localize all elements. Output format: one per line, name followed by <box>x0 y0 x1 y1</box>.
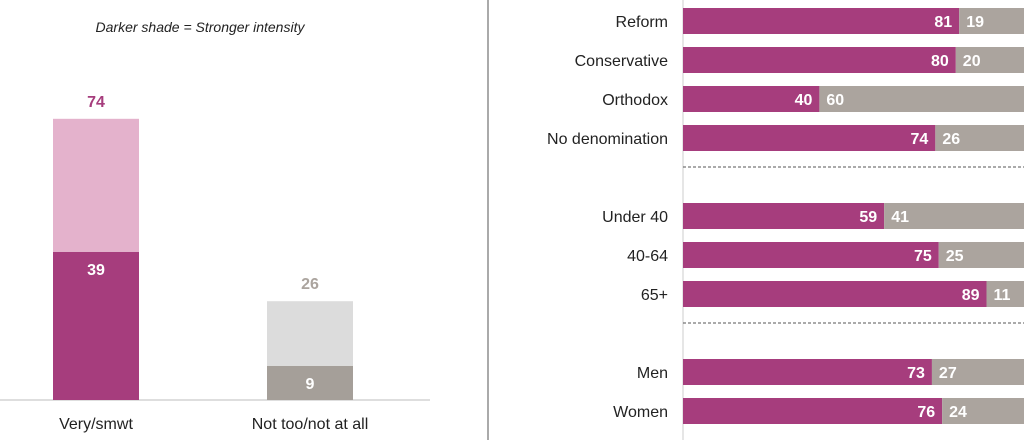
bar-no-5 <box>938 242 1024 268</box>
bar-strong-label-1: 9 <box>306 376 315 393</box>
category-label-0: Very/smwt <box>59 416 133 433</box>
bar-yes-5 <box>683 242 939 268</box>
bar-yes-label-8: 76 <box>917 404 935 421</box>
bar-yes-1 <box>683 47 956 73</box>
bar-no-label-3: 26 <box>942 131 960 148</box>
row-label-5: 40-64 <box>627 248 668 265</box>
bar-no-label-7: 27 <box>939 365 957 382</box>
bar-yes-7 <box>683 359 932 385</box>
bar-yes-label-3: 74 <box>911 131 929 148</box>
bar-no-4 <box>884 203 1024 229</box>
bar-no-1 <box>955 47 1024 73</box>
bar-yes-8 <box>683 398 943 424</box>
bar-yes-0 <box>683 8 960 34</box>
bar-yes-label-4: 59 <box>859 209 877 226</box>
bar-total-label-1: 26 <box>301 276 319 293</box>
row-label-4: Under 40 <box>602 209 668 226</box>
bar-yes-2 <box>683 86 820 112</box>
bar-no-6 <box>986 281 1024 307</box>
bar-total-label-0: 74 <box>87 94 105 111</box>
row-label-0: Reform <box>616 14 668 31</box>
bar-strong-0 <box>53 251 139 400</box>
bar-strong-label-0: 39 <box>87 262 105 279</box>
bar-yes-label-7: 73 <box>907 365 925 382</box>
bar-yes-label-1: 80 <box>931 53 949 70</box>
bar-yes-3 <box>683 125 936 151</box>
bar-light-0 <box>53 118 139 252</box>
bar-no-label-5: 25 <box>946 248 964 265</box>
category-label-1: Not too/not at all <box>252 416 369 433</box>
intensity-annotation: Darker shade = Stronger intensity <box>96 19 306 35</box>
bar-strong-1 <box>267 365 353 400</box>
bar-light-1 <box>267 301 353 366</box>
bar-no-label-6: 11 <box>993 287 1010 304</box>
bar-yes-label-0: 81 <box>934 14 952 31</box>
bar-yes-4 <box>683 203 885 229</box>
bar-no-0 <box>959 8 1024 34</box>
bar-yes-label-2: 40 <box>795 92 813 109</box>
right-chart: Reform 81 19 Conservative 80 20 Orthodox 40 60 No… <box>547 8 1024 424</box>
bar-yes-label-5: 75 <box>914 248 932 265</box>
row-label-1: Conservative <box>575 53 668 70</box>
bar-no-label-4: 41 <box>891 209 909 226</box>
bar-no-3 <box>935 125 1024 151</box>
bar-no-8 <box>942 398 1024 424</box>
row-label-3: No denomination <box>547 131 668 148</box>
bar-no-label-1: 20 <box>963 53 981 70</box>
row-label-7: Men <box>637 365 668 382</box>
bar-no-2 <box>819 86 1024 112</box>
row-label-6: 65+ <box>641 287 668 304</box>
bar-no-7 <box>931 359 1024 385</box>
bar-no-label-0: 19 <box>966 14 984 31</box>
bar-no-label-2: 60 <box>826 92 844 109</box>
bar-yes-label-6: 89 <box>962 287 980 304</box>
row-label-8: Women <box>613 404 668 421</box>
row-label-2: Orthodox <box>602 92 668 109</box>
bar-yes-6 <box>683 281 987 307</box>
left-chart: 39 74 Very/smwt 9 26 Not too/not at all <box>53 94 368 433</box>
bar-no-label-8: 24 <box>949 404 967 421</box>
